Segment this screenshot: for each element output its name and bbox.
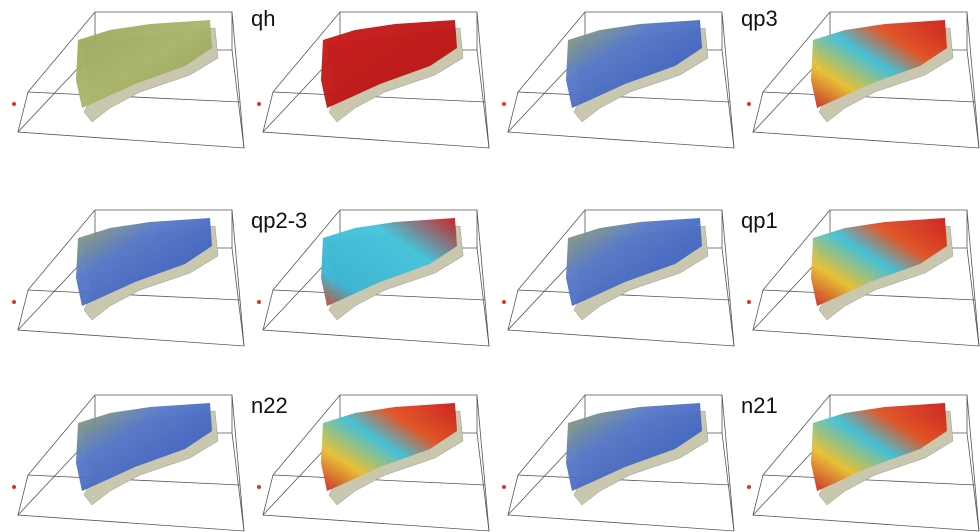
box-edge [975,102,979,148]
box-edge [18,475,28,515]
box-edge [263,92,273,132]
map-panel [12,12,244,148]
map-panel [12,210,244,346]
box-edge [18,290,28,330]
box-edge [753,290,763,330]
map-panel: qh [251,6,489,148]
box-edge [485,102,489,148]
origin-marker [502,102,506,106]
box-edge [508,475,518,515]
map-panel: n21 [741,393,979,531]
origin-marker [257,485,261,489]
panel-label: qp2-3 [251,208,307,233]
box-edge [975,300,979,346]
origin-marker [747,300,751,304]
origin-marker [747,485,751,489]
origin-marker [12,485,16,489]
map-panel [502,12,734,148]
box-edge [240,102,244,148]
map-panel: qp1 [741,208,979,346]
box-edge [485,485,489,531]
origin-marker [747,102,751,106]
box-edge [240,485,244,531]
origin-marker [502,485,506,489]
box-edge [753,475,763,515]
panel-label: qp3 [741,6,778,31]
panels: qh qp3 qp2-3 qp1 n22 n21 [12,6,979,531]
box-edge [508,92,518,132]
map-panel [12,395,244,531]
box-edge [18,92,28,132]
map-panel: qp3 [741,6,979,148]
box-edge [730,102,734,148]
map-panel [502,210,734,346]
origin-marker [12,102,16,106]
box-edge [485,300,489,346]
box-edge [240,300,244,346]
origin-marker [257,300,261,304]
map-panel [502,395,734,531]
box-edge [975,485,979,531]
figure: qh qp3 qp2-3 qp1 n22 n21 [0,0,980,532]
box-edge [263,290,273,330]
box-edge [730,300,734,346]
origin-marker [257,102,261,106]
map-panel: qp2-3 [251,208,489,346]
panel-label: n22 [251,393,288,418]
origin-marker [502,300,506,304]
panel-label: qh [251,6,275,31]
box-edge [730,485,734,531]
box-edge [263,475,273,515]
box-edge [753,92,763,132]
box-edge [508,290,518,330]
map-panel: n22 [251,393,489,531]
panel-label: qp1 [741,208,778,233]
origin-marker [12,300,16,304]
panel-label: n21 [741,393,778,418]
